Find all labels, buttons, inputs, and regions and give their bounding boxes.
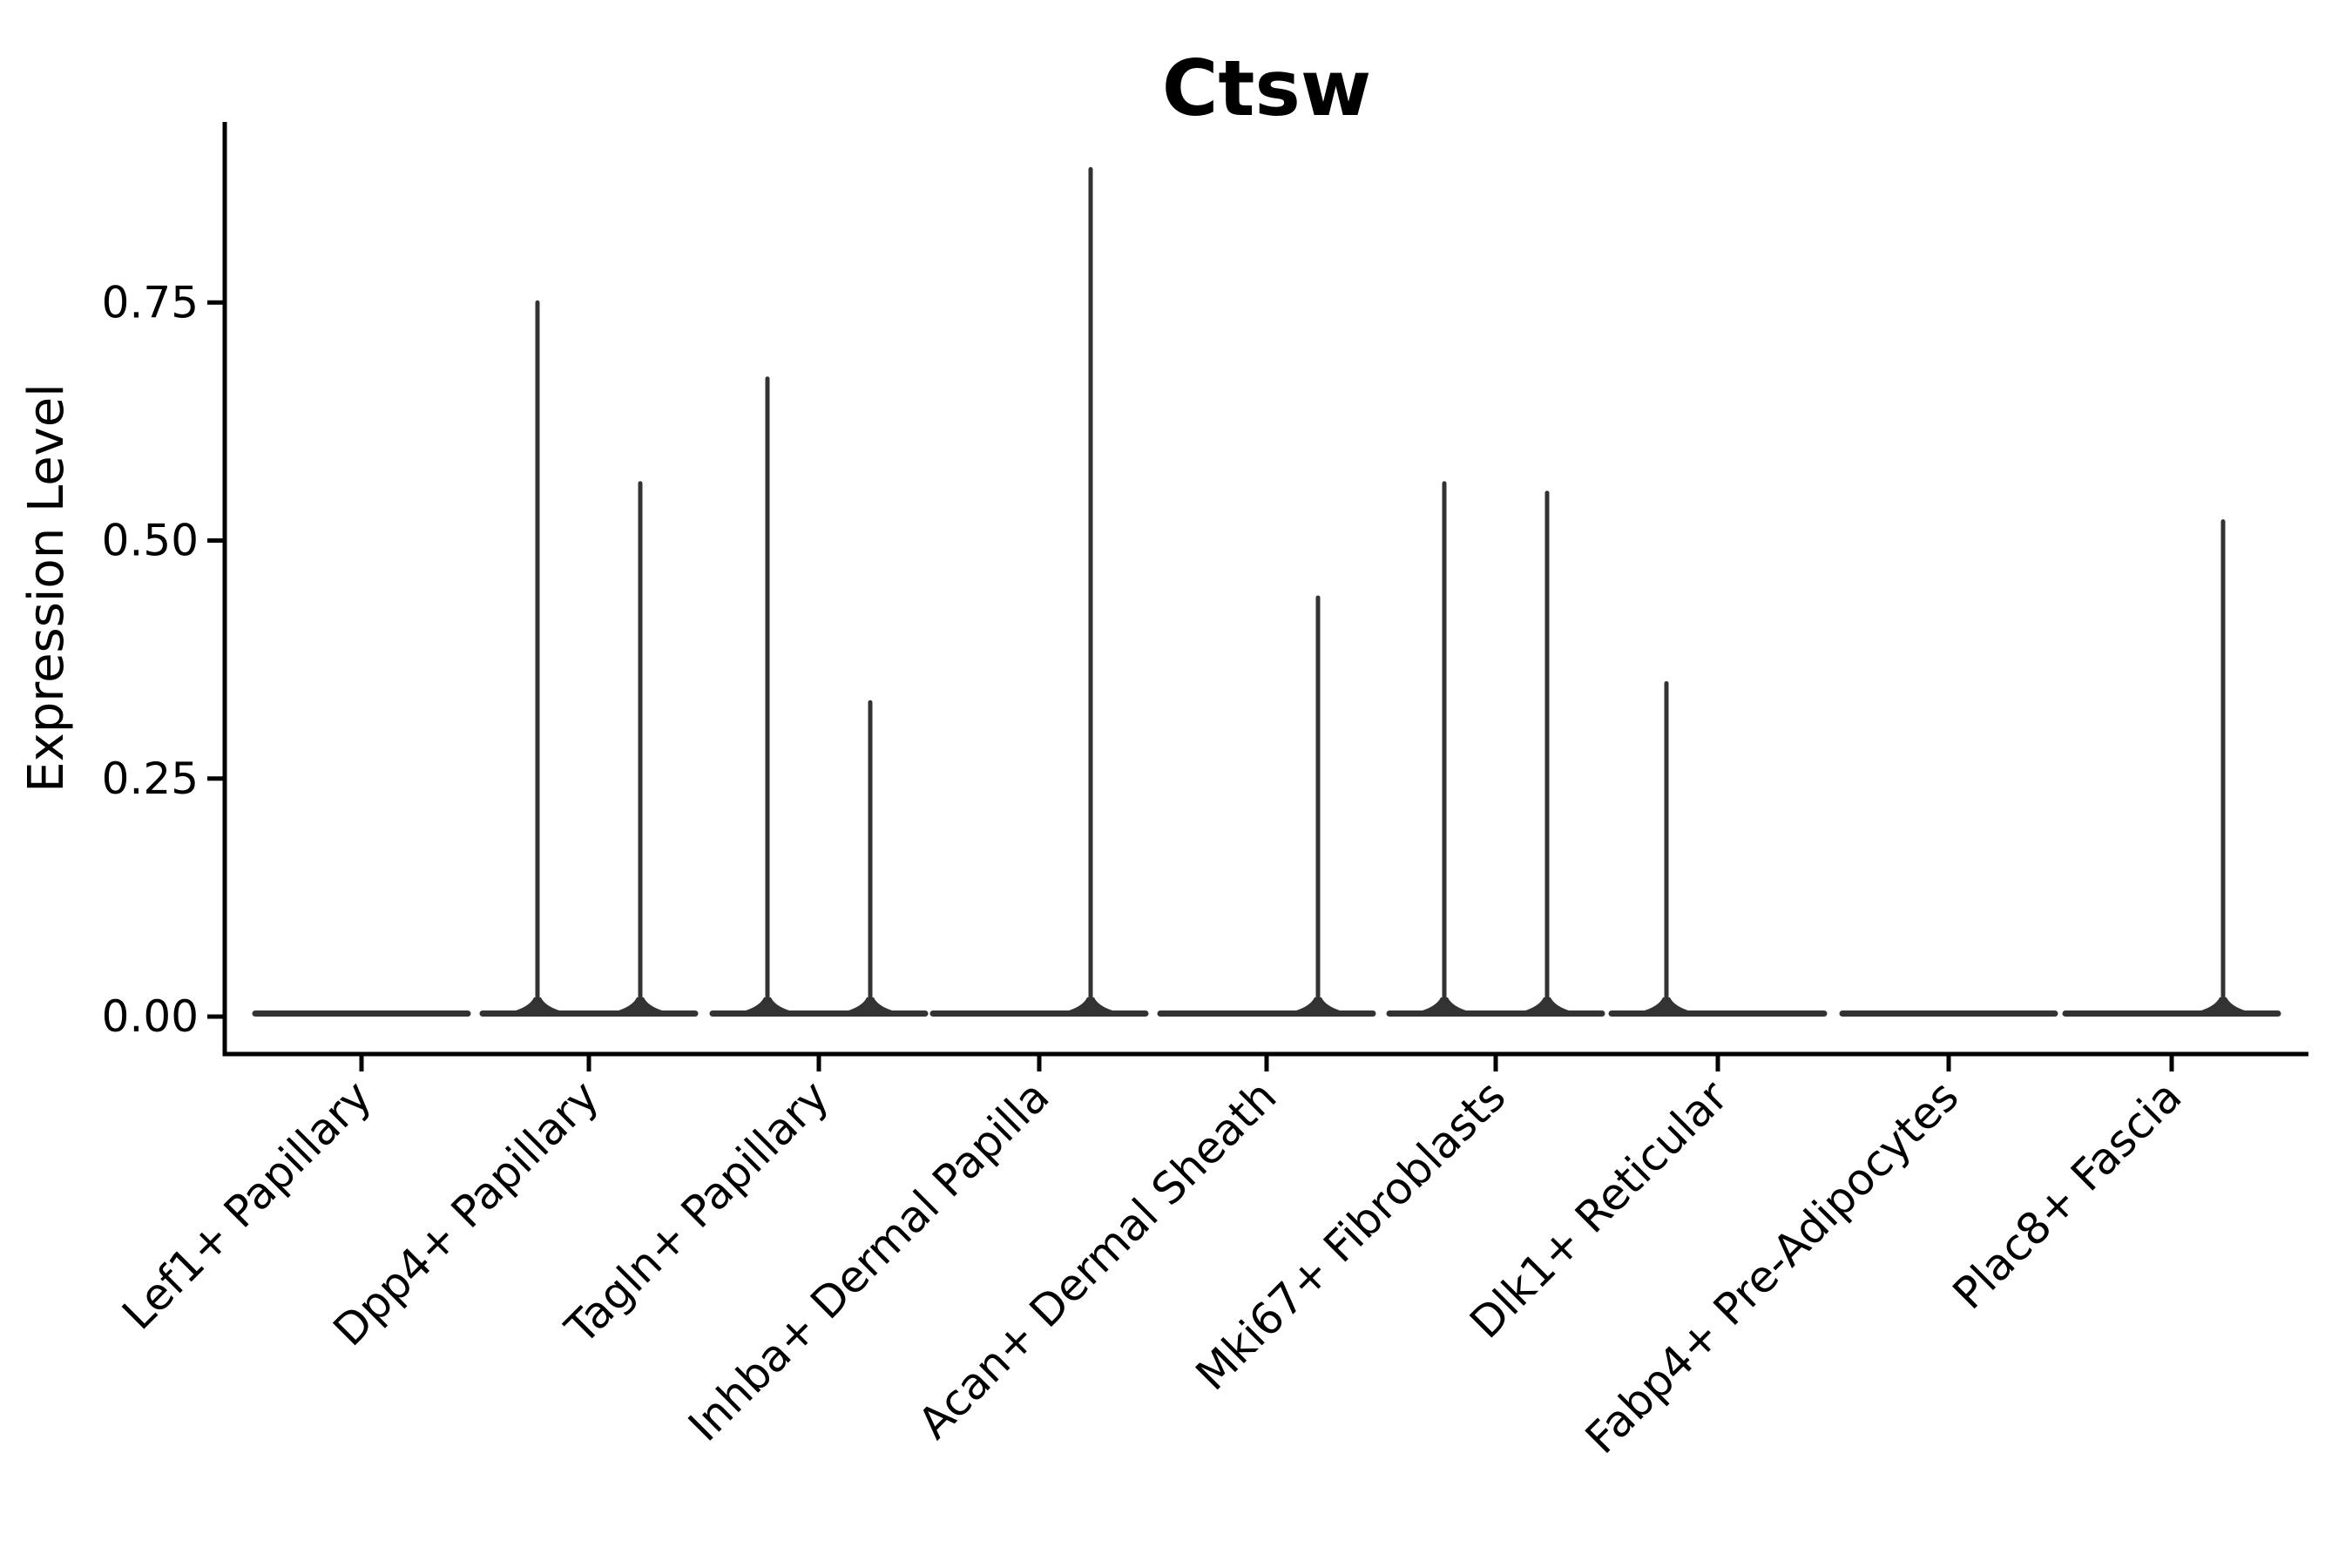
y-tick-label: 0.75: [102, 277, 199, 328]
violin-dpp4-papillary: [479, 300, 699, 1017]
violins-layer: [252, 166, 2281, 1017]
x-tick-label-lef1-papillary: Lef1+ Papillary: [112, 1071, 381, 1339]
x-tick-label-fabp4-pre-adipocytes: Fabp4+ Pre-Adipocytes: [1576, 1071, 1969, 1463]
x-tick-label-plac8-fascia: Plac8+ Fascia: [1943, 1071, 2192, 1319]
violin-inhba-dermal-papilla: [929, 166, 1149, 1017]
x-tick-label-inhba-dermal-papilla: Inhba+ Dermal Papilla: [679, 1071, 1058, 1450]
y-tick-label: 0.50: [102, 516, 199, 566]
y-tick-label: 0.25: [102, 754, 199, 804]
violin-plac8-fascia: [2062, 519, 2281, 1017]
violin-acan-dermal-sheath: [1157, 595, 1376, 1017]
chart-title: Ctsw: [1162, 44, 1371, 133]
violin-dlk1-reticular: [1608, 680, 1828, 1017]
violin-mki67-fibroblasts: [1386, 481, 1605, 1017]
y-axis-label: Expression Level: [18, 383, 75, 793]
y-tick-label: 0.00: [102, 991, 199, 1042]
violin-tagln-papillary: [709, 376, 929, 1017]
